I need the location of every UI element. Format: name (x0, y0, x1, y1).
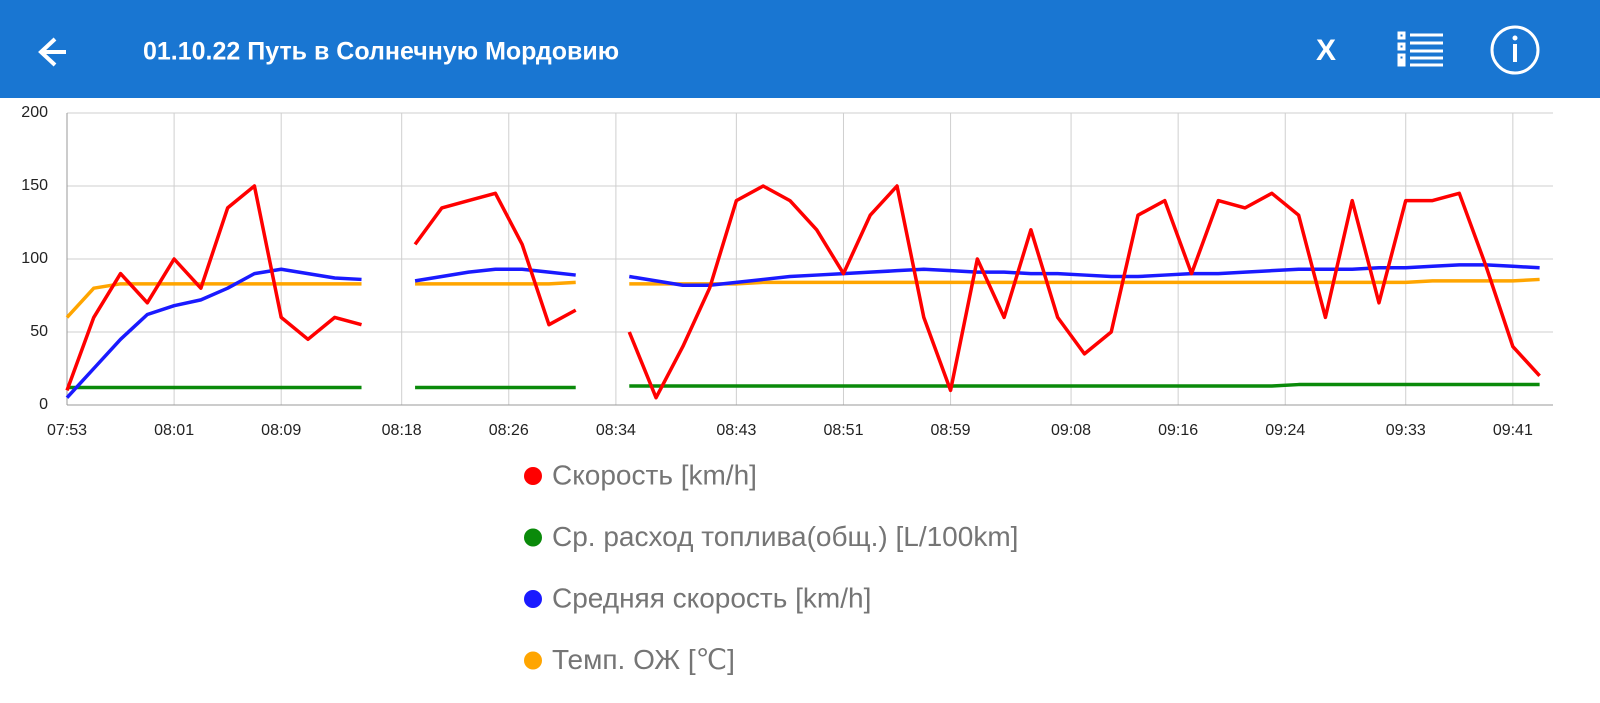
y-tick-label: 100 (21, 250, 48, 267)
app-bar (0, 0, 1600, 98)
series-line (65, 184, 362, 392)
x-tick-label: 09:08 (1051, 422, 1091, 439)
close-button[interactable]: X (1316, 34, 1336, 67)
legend-label: Средняя скорость [km/h] (552, 582, 871, 613)
series-line (65, 282, 362, 319)
legend-swatch (524, 528, 542, 547)
back-button[interactable] (38, 37, 66, 67)
legend-label: Скорость [km/h] (552, 459, 757, 490)
x-tick-label: 08:43 (716, 422, 756, 439)
x-tick-label: 09:24 (1265, 422, 1305, 439)
x-tick-label: 09:33 (1386, 422, 1426, 439)
x-tick-label: 08:26 (489, 422, 529, 439)
x-tick-label: 08:18 (382, 422, 422, 439)
y-tick-label: 50 (30, 323, 48, 340)
x-tick-label: 08:59 (931, 422, 971, 439)
x-tick-label: 08:09 (261, 422, 301, 439)
x-tick-label: 09:41 (1493, 422, 1533, 439)
y-tick-label: 200 (21, 104, 48, 121)
x-tick-label: 08:01 (154, 422, 194, 439)
x-tick-label: 08:34 (596, 422, 636, 439)
series-line (629, 277, 1540, 286)
y-tick-label: 0 (39, 396, 48, 413)
legend-swatch (524, 467, 542, 485)
series-line (415, 280, 576, 286)
x-tick-label: 07:53 (47, 422, 87, 439)
x-tick-label: 08:51 (823, 422, 863, 439)
list-button[interactable] (1397, 31, 1443, 67)
screen-title: 01.10.22 Путь в Солнечную Мордовию (143, 38, 619, 66)
legend-swatch (524, 590, 542, 608)
series-line (65, 267, 362, 399)
series-line (413, 191, 577, 327)
x-tick-label: 09:16 (1158, 422, 1198, 439)
legend-swatch (524, 651, 542, 670)
info-button[interactable] (1490, 25, 1540, 75)
legend-label: Темп. ОЖ [℃] (552, 644, 735, 675)
series-line (629, 382, 1540, 388)
series-line (627, 184, 1541, 400)
series-line (414, 267, 576, 283)
y-tick-label: 150 (21, 177, 48, 194)
legend-label: Ср. расход топлива(общ.) [L/100km] (552, 521, 1018, 552)
